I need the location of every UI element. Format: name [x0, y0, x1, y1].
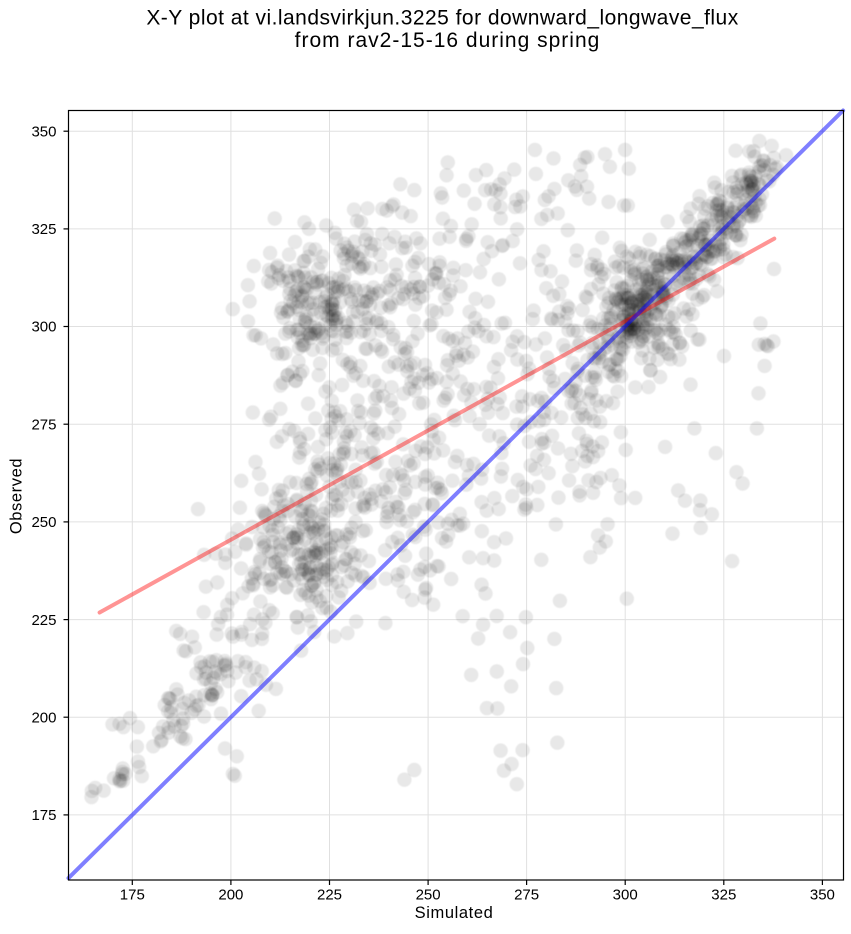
svg-text:300: 300	[31, 319, 56, 336]
svg-text:225: 225	[31, 612, 56, 629]
svg-text:250: 250	[31, 514, 56, 531]
svg-text:Simulated: Simulated	[415, 904, 494, 922]
svg-text:225: 225	[317, 887, 342, 904]
svg-text:350: 350	[31, 123, 56, 140]
svg-text:200: 200	[31, 709, 56, 726]
svg-text:325: 325	[31, 221, 56, 238]
svg-text:275: 275	[31, 416, 56, 433]
svg-text:from rav2-15-16 during spring: from rav2-15-16 during spring	[295, 29, 601, 52]
svg-text:300: 300	[613, 887, 638, 904]
svg-text:250: 250	[416, 887, 441, 904]
svg-text:200: 200	[218, 887, 243, 904]
svg-text:350: 350	[810, 887, 835, 904]
svg-text:X-Y plot at vi.landsvirkjun.32: X-Y plot at vi.landsvirkjun.3225 for dow…	[146, 7, 738, 30]
svg-text:175: 175	[31, 807, 56, 824]
svg-text:Observed: Observed	[8, 458, 26, 534]
svg-text:175: 175	[120, 887, 145, 904]
svg-text:275: 275	[514, 887, 539, 904]
svg-text:325: 325	[711, 887, 736, 904]
